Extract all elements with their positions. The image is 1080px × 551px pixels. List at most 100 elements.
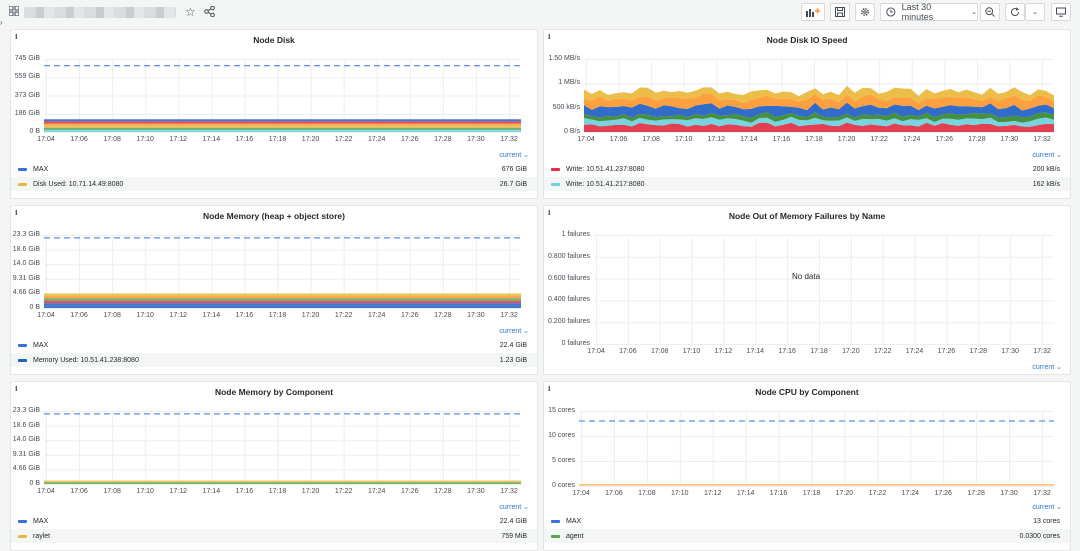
legend-item[interactable]: Write: 10.51.41.237:8080 200 kB/s: [544, 162, 1070, 176]
x-tick-label: 17:18: [268, 488, 287, 495]
x-tick-label: 17:26: [934, 490, 952, 497]
panel-title[interactable]: Node Out of Memory Failures by Name: [728, 211, 886, 221]
save-dashboard-button[interactable]: [830, 3, 850, 21]
x-tick-label: 17:24: [901, 490, 920, 497]
plot-area[interactable]: [44, 411, 523, 486]
legend-item[interactable]: raylet 759 MiB: [11, 529, 537, 543]
legend-item[interactable]: Write: 10.51.41.217:8080 162 kB/s: [544, 177, 1070, 191]
legend-current-dropdown[interactable]: current ⌄: [1032, 364, 1062, 371]
x-tick-label: 17:10: [136, 488, 154, 495]
x-tick-label: 17:28: [434, 136, 452, 143]
series-band: [44, 125, 521, 128]
io-series-area: [584, 122, 1054, 132]
panel-info-icon[interactable]: i: [548, 208, 551, 217]
x-tick-label: 17:08: [638, 490, 656, 497]
zoom-out-button[interactable]: [980, 3, 1000, 21]
panel-info-icon[interactable]: i: [15, 208, 18, 217]
legend-current-dropdown[interactable]: current ⌄: [499, 152, 529, 159]
series-band: [44, 121, 521, 124]
plot-area[interactable]: [44, 59, 523, 134]
panel-title[interactable]: Node Memory by Component: [214, 387, 334, 397]
x-tick-label: 17:32: [500, 488, 518, 495]
x-tick-label: 17:14: [202, 136, 221, 143]
y-tick-label: 0 B: [29, 304, 40, 311]
time-range-picker[interactable]: Last 30 minutes ⌄: [880, 2, 978, 22]
y-tick-label: 0.800 failures: [547, 252, 590, 260]
x-tick-label: 17:24: [367, 136, 386, 143]
legend-series-name: MAX: [33, 517, 49, 525]
series-band: [44, 300, 521, 304]
x-tick-label: 17:10: [682, 348, 701, 355]
sidebar-toggle-icon[interactable]: ›: [0, 20, 3, 27]
refresh-button[interactable]: [1005, 3, 1025, 21]
legend-swatch: [551, 167, 560, 171]
x-tick-label: 17:20: [301, 312, 320, 319]
no-data-label: No data: [792, 272, 821, 281]
chevron-down-icon: ⌄: [1032, 9, 1038, 16]
legend-series-name: MAX: [33, 341, 49, 349]
legend-series-value: 26.7 GiB: [499, 180, 527, 188]
legend-item[interactable]: Memory Used: 10.51.41.238:8080 1.23 GiB: [11, 353, 537, 367]
x-tick-label: 17:22: [334, 312, 353, 319]
panel-node-memory: i Node Memory (heap + object store) curr…: [10, 205, 538, 375]
legend-series-name: Write: 10.51.41.217:8080: [566, 180, 645, 188]
monitor-icon: [1056, 7, 1066, 17]
legend-current-dropdown[interactable]: current ⌄: [499, 504, 529, 511]
x-tick-label: 17:06: [70, 136, 88, 143]
panel-title[interactable]: Node CPU by Component: [755, 387, 859, 397]
y-tick-label: 14.0 GiB: [12, 260, 40, 268]
legend-item[interactable]: MAX 22.4 GiB: [11, 338, 537, 352]
y-tick-label: 1.50 MB/s: [548, 55, 580, 62]
panel-title[interactable]: Node Disk: [253, 35, 295, 45]
y-tick-label: 23.3 GiB: [12, 407, 40, 414]
y-tick-label: 9.31 GiB: [12, 450, 40, 458]
legend-item[interactable]: Disk Used: 10.71.14.49:8080 26.7 GiB: [11, 177, 537, 191]
y-tick-label: 14.0 GiB: [12, 436, 40, 444]
legend-item[interactable]: agent 0.0300 cores: [544, 529, 1070, 543]
panel-info-icon[interactable]: i: [548, 384, 551, 393]
x-tick-label: 17:26: [935, 136, 954, 143]
dashboard-title-redacted[interactable]: [24, 7, 176, 18]
x-tick-label: 17:20: [837, 136, 856, 143]
dashboards-grid-icon[interactable]: [9, 6, 19, 16]
settings-button[interactable]: [855, 3, 875, 21]
plot-area[interactable]: [579, 411, 1056, 488]
x-tick-label: 17:12: [707, 136, 726, 143]
legend-series-name: Memory Used: 10.51.41.238:8080: [33, 356, 139, 364]
plot-area[interactable]: [584, 59, 1056, 134]
y-tick-label: 18.6 GiB: [12, 245, 40, 253]
y-tick-label: 5 cores: [552, 457, 575, 464]
panel-info-icon[interactable]: i: [15, 384, 18, 393]
legend-current-dropdown[interactable]: current ⌄: [1032, 504, 1062, 511]
panel-info-icon[interactable]: i: [15, 32, 18, 41]
panel-title[interactable]: Node Disk IO Speed: [766, 35, 848, 45]
x-tick-label: 17:28: [967, 490, 985, 497]
x-tick-label: 17:08: [650, 348, 669, 355]
legend-item[interactable]: MAX 676 GiB: [11, 162, 537, 176]
legend-current-dropdown[interactable]: current ⌄: [1032, 152, 1062, 159]
add-panel-button[interactable]: [801, 3, 825, 21]
x-tick-label: 17:04: [37, 136, 55, 143]
x-tick-label: 17:26: [401, 312, 419, 319]
x-tick-label: 17:14: [736, 490, 755, 497]
legend-series-value: 200 kB/s: [1032, 165, 1060, 173]
x-tick-label: 17:18: [268, 136, 287, 143]
x-tick-label: 17:10: [674, 136, 693, 143]
legend-current-dropdown[interactable]: current ⌄: [499, 328, 529, 335]
plot-area[interactable]: [44, 235, 523, 310]
legend-item[interactable]: MAX 13 cores: [544, 514, 1070, 528]
share-icon[interactable]: [204, 6, 215, 17]
legend-swatch: [18, 167, 27, 171]
refresh-interval-dropdown[interactable]: ⌄: [1025, 3, 1045, 21]
y-tick-label: 559 GiB: [14, 73, 40, 81]
legend-item[interactable]: MAX 22.4 GiB: [11, 514, 537, 528]
panel-title[interactable]: Node Memory (heap + object store): [203, 211, 345, 221]
x-tick-label: 17:04: [587, 348, 605, 355]
panel-info-icon[interactable]: i: [548, 32, 551, 41]
clock-icon: [886, 7, 896, 17]
legend-swatch: [18, 182, 27, 186]
series-band: [44, 305, 521, 308]
plot-area[interactable]: [594, 235, 1056, 346]
view-mode-button[interactable]: [1051, 3, 1071, 21]
star-icon[interactable]: ☆: [185, 5, 196, 19]
